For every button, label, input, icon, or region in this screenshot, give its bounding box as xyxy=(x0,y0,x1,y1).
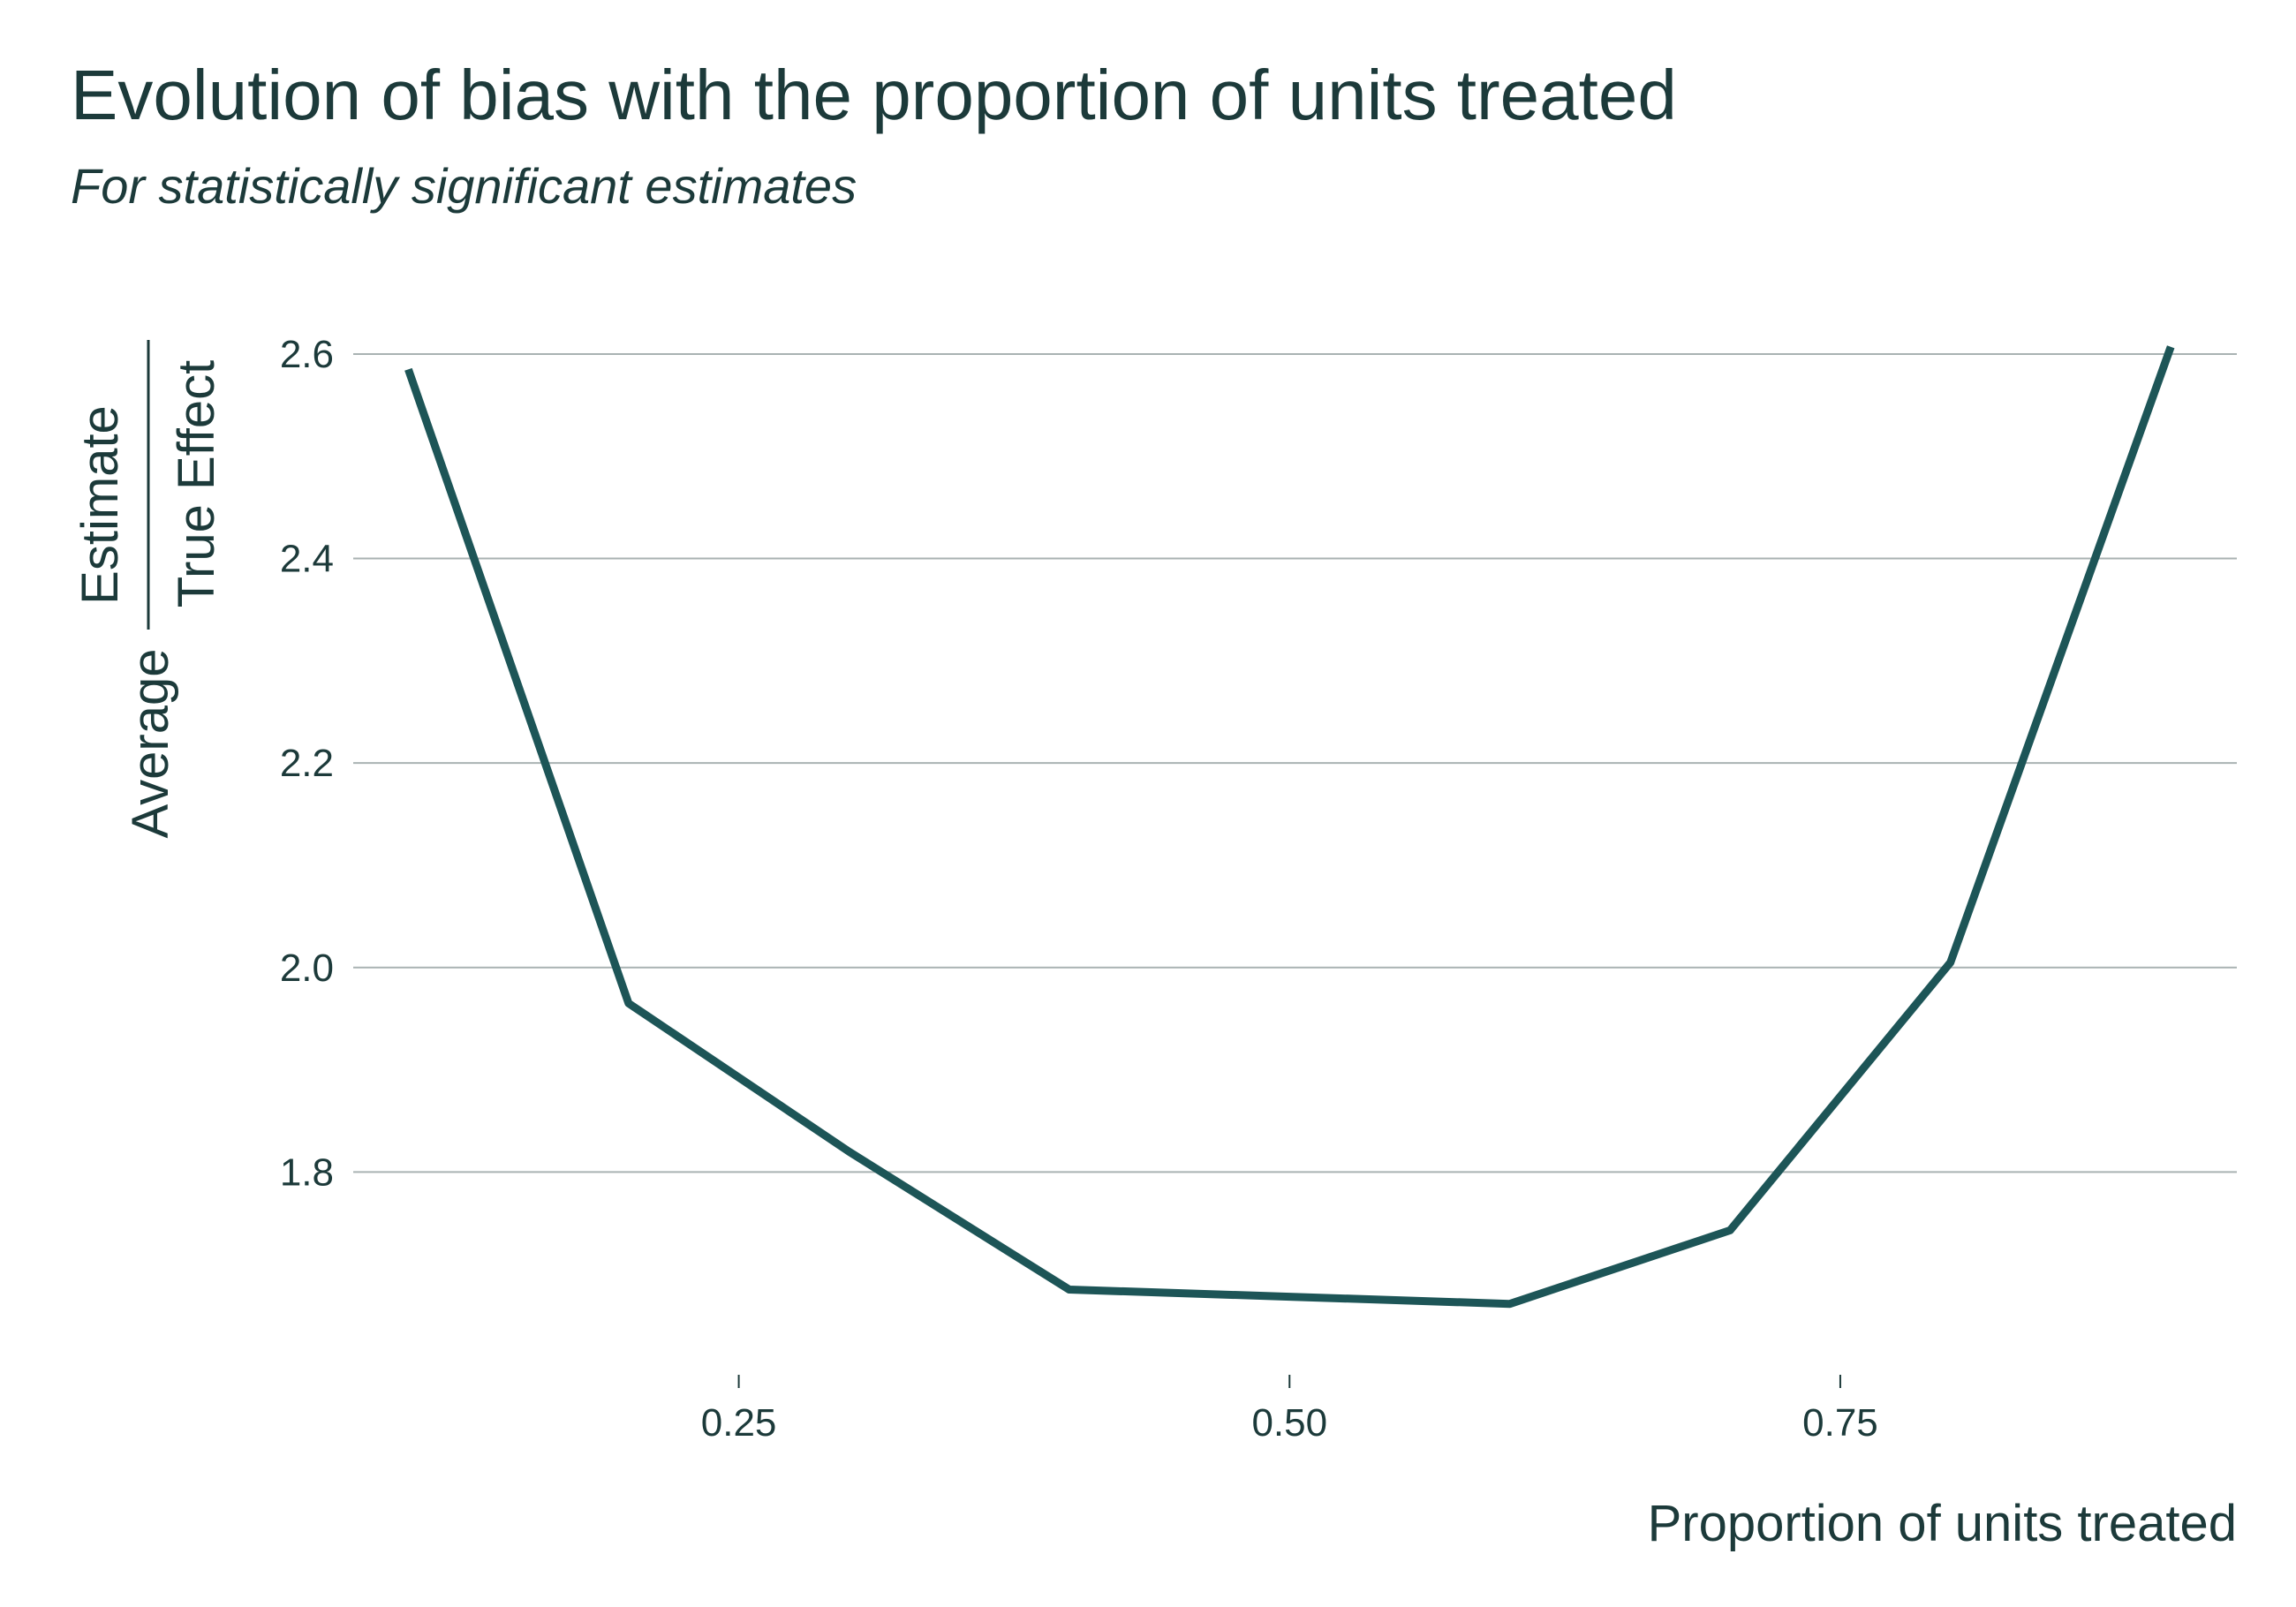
y-tick-labels: 1.8 2.0 2.2 2.4 2.6 xyxy=(280,333,334,1194)
x-tick-label: 0.50 xyxy=(1251,1401,1327,1445)
y-tick-label: 2.0 xyxy=(280,947,334,990)
chart-subtitle: For statistically significant estimates xyxy=(71,158,857,214)
y-axis-title-prefix: Average xyxy=(122,649,179,839)
y-tick-label: 2.6 xyxy=(280,333,334,376)
chart-title: Evolution of bias with the proportion of… xyxy=(71,56,1677,134)
x-ticks: 0.25 0.50 0.75 xyxy=(701,1375,1878,1445)
x-tick-label: 0.75 xyxy=(1802,1401,1878,1445)
series-line xyxy=(404,345,2175,1309)
y-axis-title-numerator: Estimate xyxy=(72,405,129,605)
x-tick-label: 0.25 xyxy=(701,1401,777,1445)
y-axis-title: Average Estimate True Effect xyxy=(72,340,225,838)
y-tick-label: 2.2 xyxy=(280,742,334,785)
y-axis-title-denominator: True Effect xyxy=(168,360,225,607)
grid-lines xyxy=(353,352,2237,1173)
y-tick-label: 1.8 xyxy=(280,1151,334,1194)
x-axis-title: Proportion of units treated xyxy=(1648,1495,2237,1552)
series-layer xyxy=(404,345,2175,1309)
y-tick-label: 2.4 xyxy=(280,538,334,581)
